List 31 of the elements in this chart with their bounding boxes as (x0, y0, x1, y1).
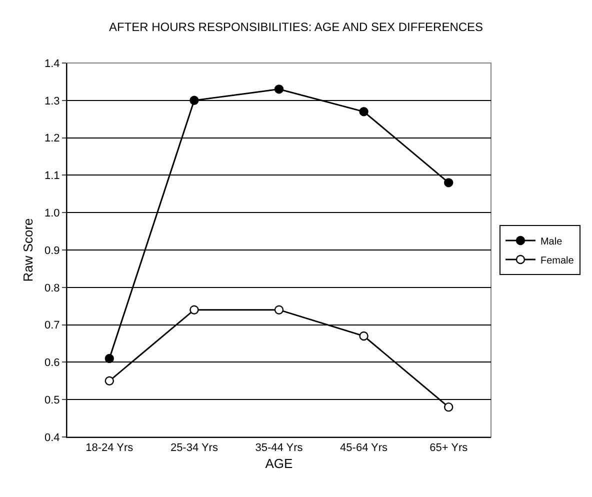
point (359, 107, 368, 116)
legend-label: Male (540, 236, 563, 248)
y-tick-label: 1.4 (44, 58, 60, 70)
point (274, 305, 284, 314)
y-tick-label: 0.5 (44, 394, 60, 406)
y-tick-label: 1.1 (44, 170, 60, 182)
y-tick-label: 1.0 (44, 207, 60, 220)
y-axis-title: Raw Score (20, 218, 36, 282)
point (104, 354, 114, 364)
legend-label: Female (540, 255, 574, 266)
y-tick-label: 1.3 (44, 95, 60, 108)
point (444, 178, 454, 188)
point (359, 331, 368, 341)
point (444, 402, 454, 412)
point (104, 376, 114, 386)
point (190, 96, 199, 105)
point (274, 84, 284, 94)
y-tick-label: 1.2 (44, 132, 60, 145)
y-tick-label: 0.6 (44, 357, 60, 370)
y-tick-label: 0.7 (44, 320, 60, 332)
x-tick-label: 65+ Yrs (430, 442, 468, 454)
point (190, 305, 199, 314)
x-tick-label: 18-24 Yrs (86, 442, 134, 454)
x-axis-title: AGE (265, 456, 294, 471)
chart-title: AFTER HOURS RESPONSIBILITIES: AGE AND SEX DIFFERENCES (108, 20, 484, 34)
x-tick-label: 45-64 Yrs (340, 442, 388, 454)
x-tick-label: 25-34 Yrs (170, 442, 218, 454)
y-tick-label: 0.4 (44, 432, 60, 444)
y-tick-label: 0.8 (44, 282, 60, 294)
y-tick-label: 0.9 (44, 244, 60, 257)
x-tick-label: 35-44 Yrs (255, 442, 304, 454)
